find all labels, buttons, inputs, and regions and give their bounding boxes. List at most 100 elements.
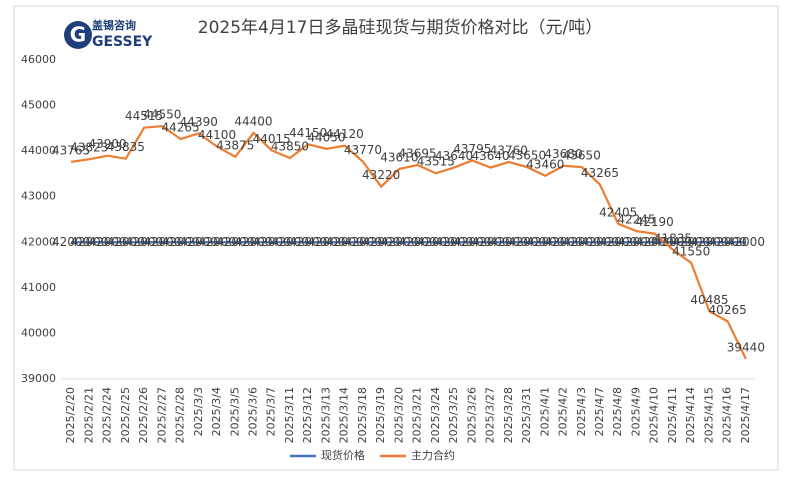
data-label: 43680: [544, 147, 582, 161]
data-label: 42405: [599, 205, 637, 219]
data-label: 42000: [563, 235, 601, 249]
data-label: 40485: [690, 293, 728, 307]
data-label: 42000: [161, 235, 199, 249]
data-label: 43823: [70, 141, 108, 155]
data-label: 42000: [70, 235, 108, 249]
x-tick-label: 2025/3/13: [319, 387, 332, 443]
x-tick-label: 2025/3/7: [265, 387, 278, 436]
data-label: 43795: [453, 142, 491, 156]
data-label: 40265: [709, 303, 747, 317]
data-label: 44515: [125, 109, 163, 123]
data-label: 42000: [526, 235, 564, 249]
data-label: 43760: [490, 144, 528, 158]
x-tick-label: 2025/4/10: [648, 387, 661, 443]
data-label: 44265: [161, 121, 199, 135]
x-tick-label: 2025/3/4: [210, 387, 223, 436]
data-label: 41550: [672, 244, 710, 258]
data-label: 42000: [490, 235, 528, 249]
x-tick-label: 2025/4/3: [575, 387, 588, 436]
data-label: 42000: [672, 235, 710, 249]
x-tick-label: 2025/3/18: [356, 387, 369, 443]
data-label: 42000: [234, 235, 272, 249]
x-tick-label: 2025/2/26: [137, 387, 150, 443]
data-label: 42190: [636, 215, 674, 229]
x-tick-label: 2025/2/28: [174, 387, 187, 443]
series-line: [70, 124, 747, 360]
logo-g: G: [70, 23, 86, 47]
data-label: 43650: [508, 149, 546, 163]
data-label: 43770: [344, 143, 382, 157]
legend-label: 现货价格: [321, 448, 365, 462]
logo-en: GESSEY: [92, 34, 153, 50]
data-label: 42000: [690, 235, 728, 249]
data-label: 42000: [581, 235, 619, 249]
logo-cn: 盖锡咨询: [92, 18, 136, 32]
x-tick-label: 2025/4/11: [666, 387, 679, 443]
logo: G 盖锡咨询 GESSEY: [64, 18, 153, 50]
y-tick-label: 43000: [21, 190, 56, 203]
x-tick-label: 2025/3/11: [283, 387, 296, 443]
data-label: 44400: [234, 114, 272, 128]
x-tick-label: 2025/3/26: [465, 387, 478, 443]
data-label: 42000: [307, 235, 345, 249]
x-tick-label: 2025/4/9: [629, 387, 642, 436]
data-label: 42245: [617, 213, 655, 227]
x-tick-label: 2025/3/27: [484, 387, 497, 443]
data-label: 42000: [52, 235, 90, 249]
data-label: 42000: [271, 235, 309, 249]
data-label: 42000: [471, 235, 509, 249]
data-label: 42000: [508, 235, 546, 249]
data-label: 42000: [380, 235, 418, 249]
x-tick-label: 2025/4/16: [721, 387, 734, 443]
chart-title: 2025年4月17日多晶硅现货与期货价格对比（元/吨）: [198, 18, 602, 38]
x-tick-label: 2025/3/21: [411, 387, 424, 443]
x-tick-label: 2025/3/6: [246, 387, 259, 436]
data-label: 42000: [216, 235, 254, 249]
data-label: 42000: [289, 235, 327, 249]
data-label: 42000: [654, 235, 692, 249]
data-label: 43640: [471, 149, 509, 163]
x-tick-label: 2025/4/14: [684, 387, 697, 443]
data-label: 44100: [198, 128, 236, 142]
x-tick-label: 2025/3/24: [429, 387, 442, 443]
data-label: 42000: [599, 235, 637, 249]
y-tick-label: 39000: [21, 372, 56, 385]
legend-label: 主力合约: [411, 448, 455, 462]
data-label: 44120: [326, 127, 364, 141]
data-label: 42000: [253, 235, 291, 249]
data-label: 42000: [727, 235, 765, 249]
x-tick-label: 2025/4/8: [611, 387, 624, 436]
data-label: 42000: [143, 235, 181, 249]
y-tick-label: 41000: [21, 281, 56, 294]
data-label: 43850: [271, 139, 309, 153]
data-label: 42000: [107, 235, 145, 249]
data-label: 42000: [344, 235, 382, 249]
data-label: 43220: [362, 168, 400, 182]
data-label: 39440: [727, 340, 765, 354]
x-tick-label: 2025/3/25: [447, 387, 460, 443]
data-label: 43515: [417, 155, 455, 169]
data-label: 43875: [216, 138, 254, 152]
x-tick-label: 2025/3/19: [374, 387, 387, 443]
x-tick-label: 2025/2/25: [119, 387, 132, 443]
data-label: 42000: [88, 235, 126, 249]
x-tick-label: 2025/3/20: [392, 387, 405, 443]
x-tick-label: 2025/2/24: [101, 387, 114, 443]
data-label: 44050: [307, 130, 345, 144]
x-tick-label: 2025/4/1: [538, 387, 551, 436]
data-label: 43460: [526, 157, 564, 171]
x-tick-label: 2025/4/7: [593, 387, 606, 436]
y-tick-label: 45000: [21, 99, 56, 112]
x-tick-label: 2025/3/3: [192, 387, 205, 436]
y-tick-label: 40000: [21, 326, 56, 339]
data-label: 42000: [453, 235, 491, 249]
x-tick-label: 2025/4/2: [557, 387, 570, 436]
data-label: 43835: [107, 140, 145, 154]
x-tick-label: 2025/2/21: [82, 387, 95, 443]
data-label: 44015: [253, 132, 291, 146]
data-label: 42000: [636, 235, 674, 249]
x-tick-label: 2025/3/14: [338, 387, 351, 443]
data-label: 44150: [289, 126, 327, 140]
data-label: 42000: [125, 235, 163, 249]
